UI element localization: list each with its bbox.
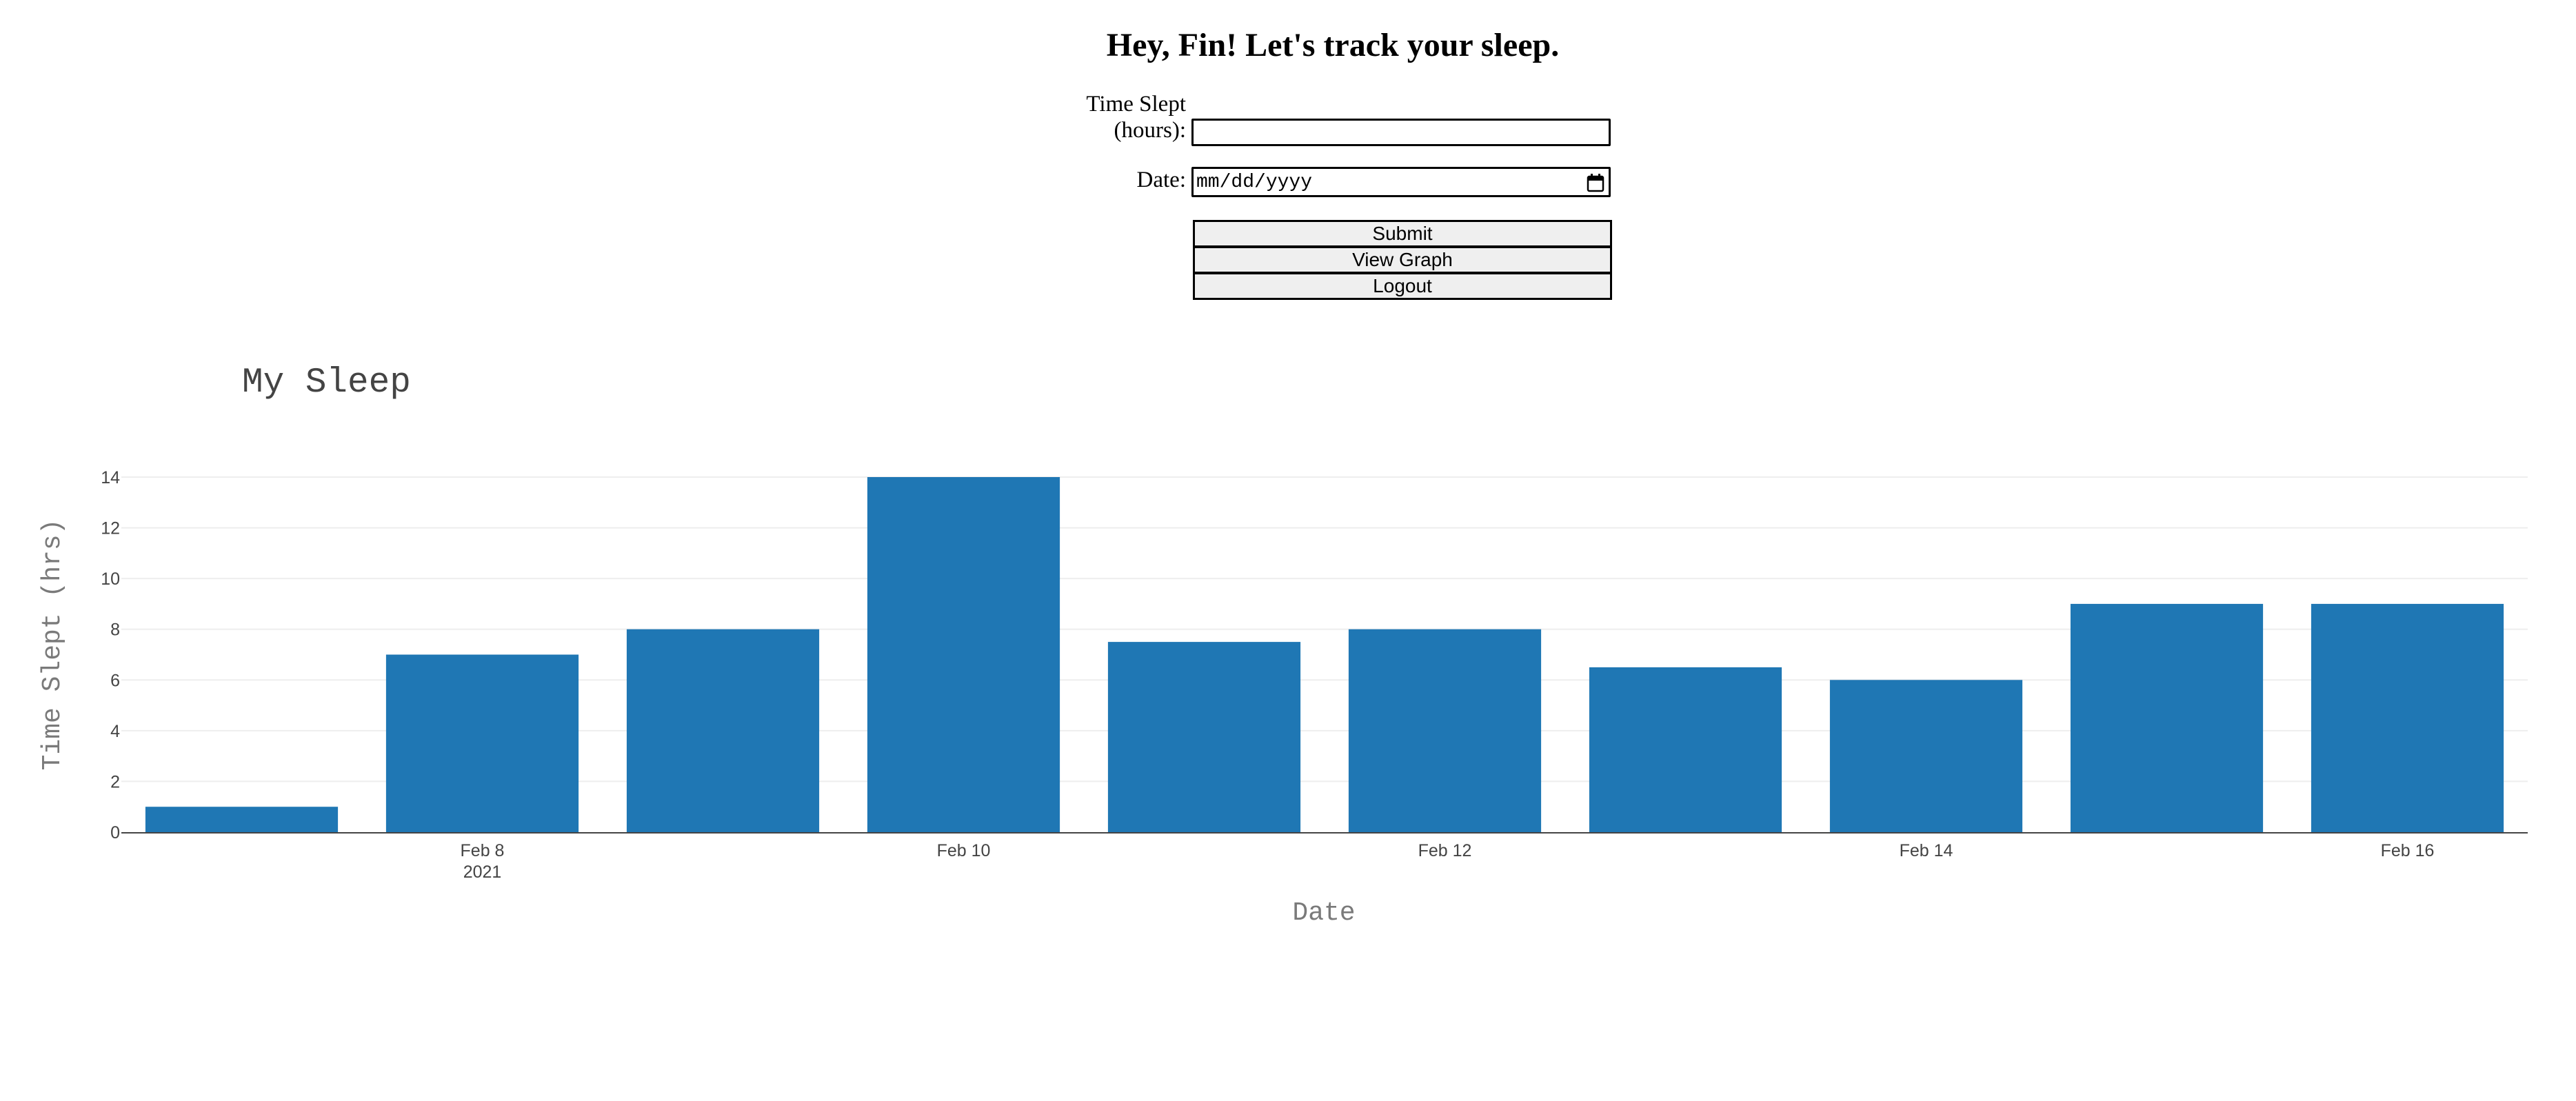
x-tick-label: Feb 16 [2381,841,2435,860]
time-slept-label: Time Slept (hours): [1020,91,1186,143]
bar-2021-02-14 [1829,680,2023,832]
bar-2021-02-07 [145,807,339,832]
y-tick-label: 6 [110,671,120,690]
x-tick-label: Feb 14 [1900,841,1953,860]
bar-2021-02-09 [626,629,820,832]
x-tick-label: Feb 8 [461,841,505,860]
x-tick-label: Feb 12 [1418,841,1472,860]
bar-2021-02-10 [867,477,1060,832]
y-axis-title: Time Slept (hrs) [38,519,68,771]
time-slept-input[interactable] [1191,119,1611,146]
chart-labels: My Sleep Date Time Slept (hrs) 0 2 4 6 8 10 12… [38,363,2434,928]
bar-2021-02-12 [1348,629,1542,832]
x-tick-sublabel: 2021 [463,862,502,882]
bar-2021-02-16 [2311,603,2504,832]
view-graph-button[interactable]: View Graph [1193,246,1612,274]
time-slept-label-line1: Time Slept [1086,92,1186,117]
calendar-icon[interactable] [1587,173,1604,192]
x-axis-title: Date [1292,898,1355,928]
y-tick-label: 10 [101,569,120,589]
y-tick-label: 14 [101,468,120,487]
y-tick-label: 12 [101,519,120,538]
y-tick-label: 2 [110,772,120,791]
logout-button[interactable]: Logout [1193,272,1612,300]
bar-2021-02-11 [1107,642,1301,832]
page-title: Hey, Fin! Let's track your sleep. [1106,27,1560,63]
date-input[interactable]: mm/dd/yyyy [1191,167,1611,197]
x-tick-label: Feb 10 [937,841,991,860]
y-tick-label: 4 [110,722,120,741]
bar-2021-02-13 [1589,667,1782,832]
date-input-placeholder: mm/dd/yyyy [1196,171,1313,193]
bar-2021-02-15 [2070,603,2264,832]
sleep-form: Time Slept (hours): Date: mm/dd/yyyy Sub… [0,0,2576,310]
date-label: Date: [1136,168,1186,192]
chart-bars [145,477,2504,832]
y-tick-label: 8 [110,620,120,640]
bar-2021-02-08 [385,654,579,832]
time-slept-label-line2: (hours): [1114,118,1186,143]
y-tick-label: 0 [110,823,120,842]
chart-title: My Sleep [242,363,411,403]
